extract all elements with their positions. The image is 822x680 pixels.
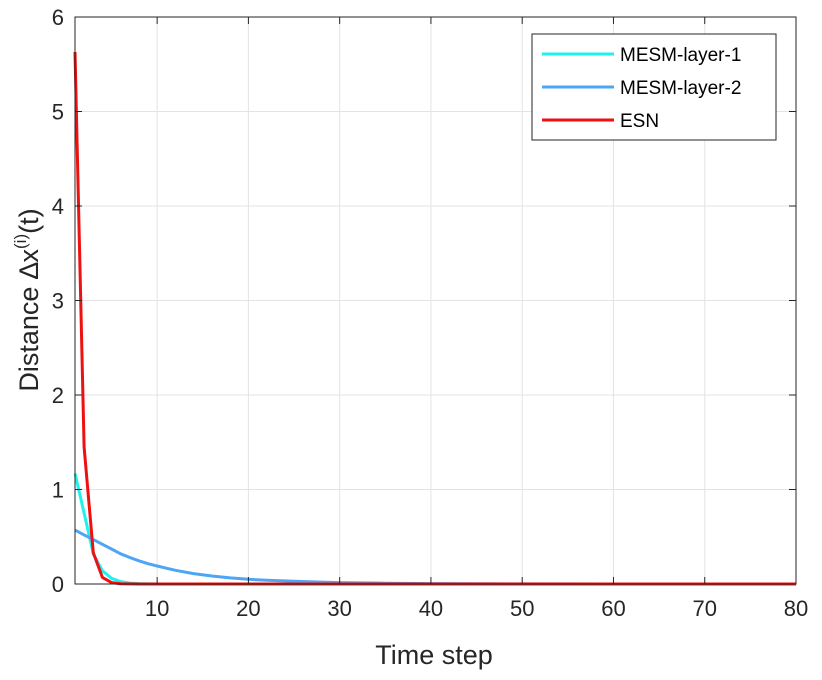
legend-label-mesm-layer-2: MESM-layer-2 (620, 78, 741, 99)
y-tick-label: 1 (52, 478, 64, 503)
y-tick-label: 6 (52, 5, 64, 30)
legend-label-esn: ESN (620, 111, 659, 132)
y-axis-title-prefix: Distance (14, 279, 44, 392)
x-tick-label: 40 (419, 596, 443, 621)
y-axis-title-delta: ∆x (14, 249, 44, 280)
legend-label-mesm-layer-1: MESM-layer-1 (620, 45, 741, 66)
y-tick-label: 2 (52, 383, 64, 408)
x-tick-label: 30 (327, 596, 351, 621)
y-tick-label: 4 (52, 194, 64, 219)
y-axis-title-suffix: (t) (14, 208, 44, 233)
y-axis-title-superscript: (i) (11, 234, 30, 249)
x-axis-title: Time step (375, 640, 493, 670)
x-tick-label: 60 (601, 596, 625, 621)
y-axis-title: Distance ∆x(i)(t) (11, 208, 44, 391)
x-tick-label: 80 (784, 596, 808, 621)
x-tick-labels: 10 20 30 40 50 60 70 80 (145, 596, 808, 621)
x-tick-label: 20 (236, 596, 260, 621)
legend: MESM-layer-1 MESM-layer-2 ESN (531, 33, 777, 141)
y-tick-labels: 0 1 2 3 4 5 6 (52, 5, 64, 597)
x-tick-label: 10 (145, 596, 169, 621)
y-tick-label: 5 (52, 100, 64, 125)
x-tick-label: 50 (510, 596, 534, 621)
tick-marks (75, 16, 797, 585)
y-tick-label: 3 (52, 289, 64, 314)
y-tick-label: 0 (52, 572, 64, 597)
x-tick-label: 70 (692, 596, 716, 621)
